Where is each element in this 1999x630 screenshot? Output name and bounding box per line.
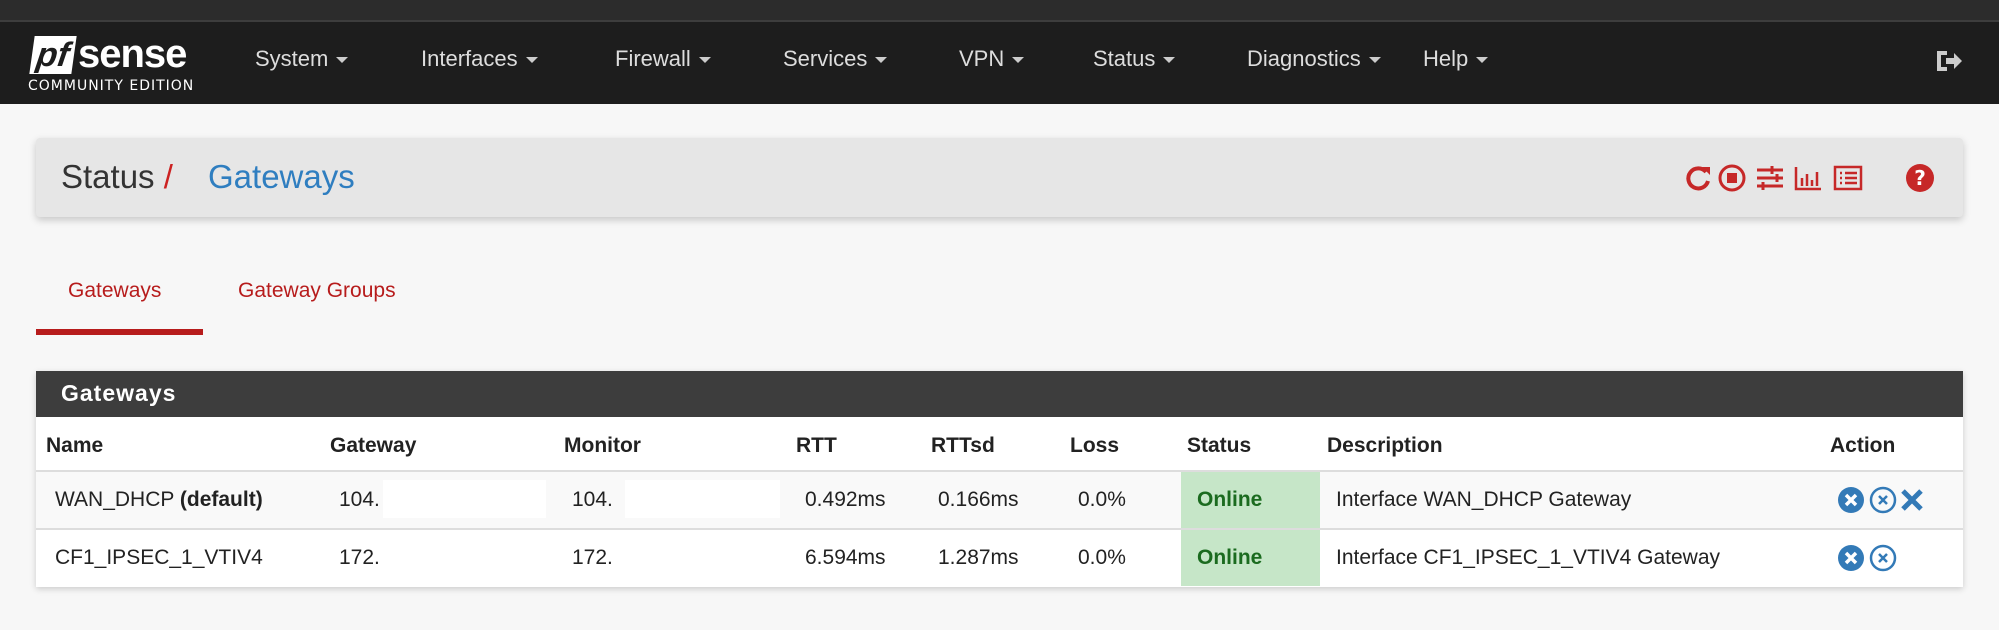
tab-gateway-groups[interactable]: Gateway Groups [238,279,396,302]
col-rtt: RTT [796,434,837,457]
nav-firewall[interactable]: Firewall [615,46,711,72]
description: Interface WAN_DHCP Gateway [1336,488,1632,511]
caret-down-icon [875,57,888,64]
monitor-address: 104. [572,488,613,511]
help-icon[interactable]: ? [1904,162,1936,194]
log-list-icon[interactable] [1832,162,1864,194]
disable-icon[interactable] [1869,544,1897,572]
breadcrumb-current[interactable]: Gateways [208,158,355,195]
nav-label: Status [1093,46,1156,71]
nav-label: Help [1423,46,1469,71]
breadcrumb-bar: Status / Gateways ? [36,138,1963,217]
col-monitor: Monitor [564,434,641,457]
table-row: CF1_IPSEC_1_VTIV4 172. 172. 6.594ms 1.28… [36,528,1963,586]
nav-vpn[interactable]: VPN [959,46,1025,72]
svg-text:?: ? [1914,166,1926,190]
caret-down-icon [336,57,349,64]
logo-pf-mark: pf [29,36,77,74]
breadcrumb-separator: / [163,158,173,195]
rttsd-value: 1.287ms [938,546,1019,569]
nav-label: VPN [959,46,1005,71]
stop-icon[interactable] [1716,162,1748,194]
nav-diagnostics[interactable]: Diagnostics [1247,46,1381,72]
panel-title: Gateways [36,371,1963,417]
gateway-address: 104. [339,488,380,511]
status-badge: Online [1181,530,1320,586]
reset-icon[interactable] [1898,486,1926,514]
status-badge: Online [1181,472,1320,528]
nav-label: Services [783,46,868,71]
col-description: Description [1327,434,1443,457]
redaction-box [383,480,546,518]
loss-value: 0.0% [1078,488,1126,511]
nav-system[interactable]: System [255,46,349,72]
gateway-name: WAN_DHCP (default) [55,488,263,512]
refresh-icon[interactable] [1682,162,1714,194]
loss-value: 0.0% [1078,546,1126,569]
mark-down-icon[interactable] [1837,544,1865,572]
table-row: WAN_DHCP (default) 104. 104. 0.492ms 0.1… [36,470,1963,528]
sliders-icon[interactable] [1754,162,1786,194]
breadcrumb-parent-label: Status [61,158,155,195]
nav-help[interactable]: Help [1423,46,1489,72]
caret-down-icon [698,57,711,64]
rttsd-value: 0.166ms [938,488,1019,511]
status-text: Online [1197,488,1263,511]
nav-label: System [255,46,329,71]
col-action: Action [1830,434,1896,457]
breadcrumb-parent: Status / [61,158,173,196]
disable-icon[interactable] [1869,486,1897,514]
gateway-name: CF1_IPSEC_1_VTIV4 [55,546,263,569]
active-tab-indicator [36,329,203,335]
nav-label: Firewall [615,46,691,71]
col-status: Status [1187,434,1252,457]
pfsense-logo[interactable]: pf sense COMMUNITY EDITION [28,32,208,94]
chart-icon[interactable] [1792,162,1824,194]
rtt-value: 0.492ms [805,488,886,511]
col-name: Name [46,434,104,457]
name-text: WAN_DHCP [55,488,175,511]
caret-down-icon [1012,57,1025,64]
status-text: Online [1197,546,1263,569]
nav-services[interactable]: Services [783,46,888,72]
col-rttsd: RTTsd [931,434,995,457]
gateways-panel: Gateways Name Gateway Monitor RTT RTTsd … [36,371,1963,587]
mark-down-icon[interactable] [1837,486,1865,514]
tab-gateways[interactable]: Gateways [68,279,162,302]
description: Interface CF1_IPSEC_1_VTIV4 Gateway [1336,546,1721,569]
gateway-address: 172. [339,546,380,569]
rtt-value: 6.594ms [805,546,886,569]
redaction-box [625,480,780,518]
col-gateway: Gateway [330,434,417,457]
browser-top-strip [0,0,1999,22]
col-loss: Loss [1070,434,1120,457]
caret-down-icon [525,57,538,64]
top-navbar: pf sense COMMUNITY EDITION System Interf… [0,22,1999,104]
nav-status[interactable]: Status [1093,46,1176,72]
caret-down-icon [1368,57,1381,64]
nav-label: Interfaces [421,46,518,71]
nav-interfaces[interactable]: Interfaces [421,46,538,72]
logout-icon[interactable] [1934,46,1964,76]
nav-label: Diagnostics [1247,46,1361,71]
default-label: (default) [179,488,263,511]
caret-down-icon [1476,57,1489,64]
monitor-address: 172. [572,546,613,569]
caret-down-icon [1163,57,1176,64]
logo-sense: sense [78,32,187,76]
logo-edition: COMMUNITY EDITION [28,78,195,94]
